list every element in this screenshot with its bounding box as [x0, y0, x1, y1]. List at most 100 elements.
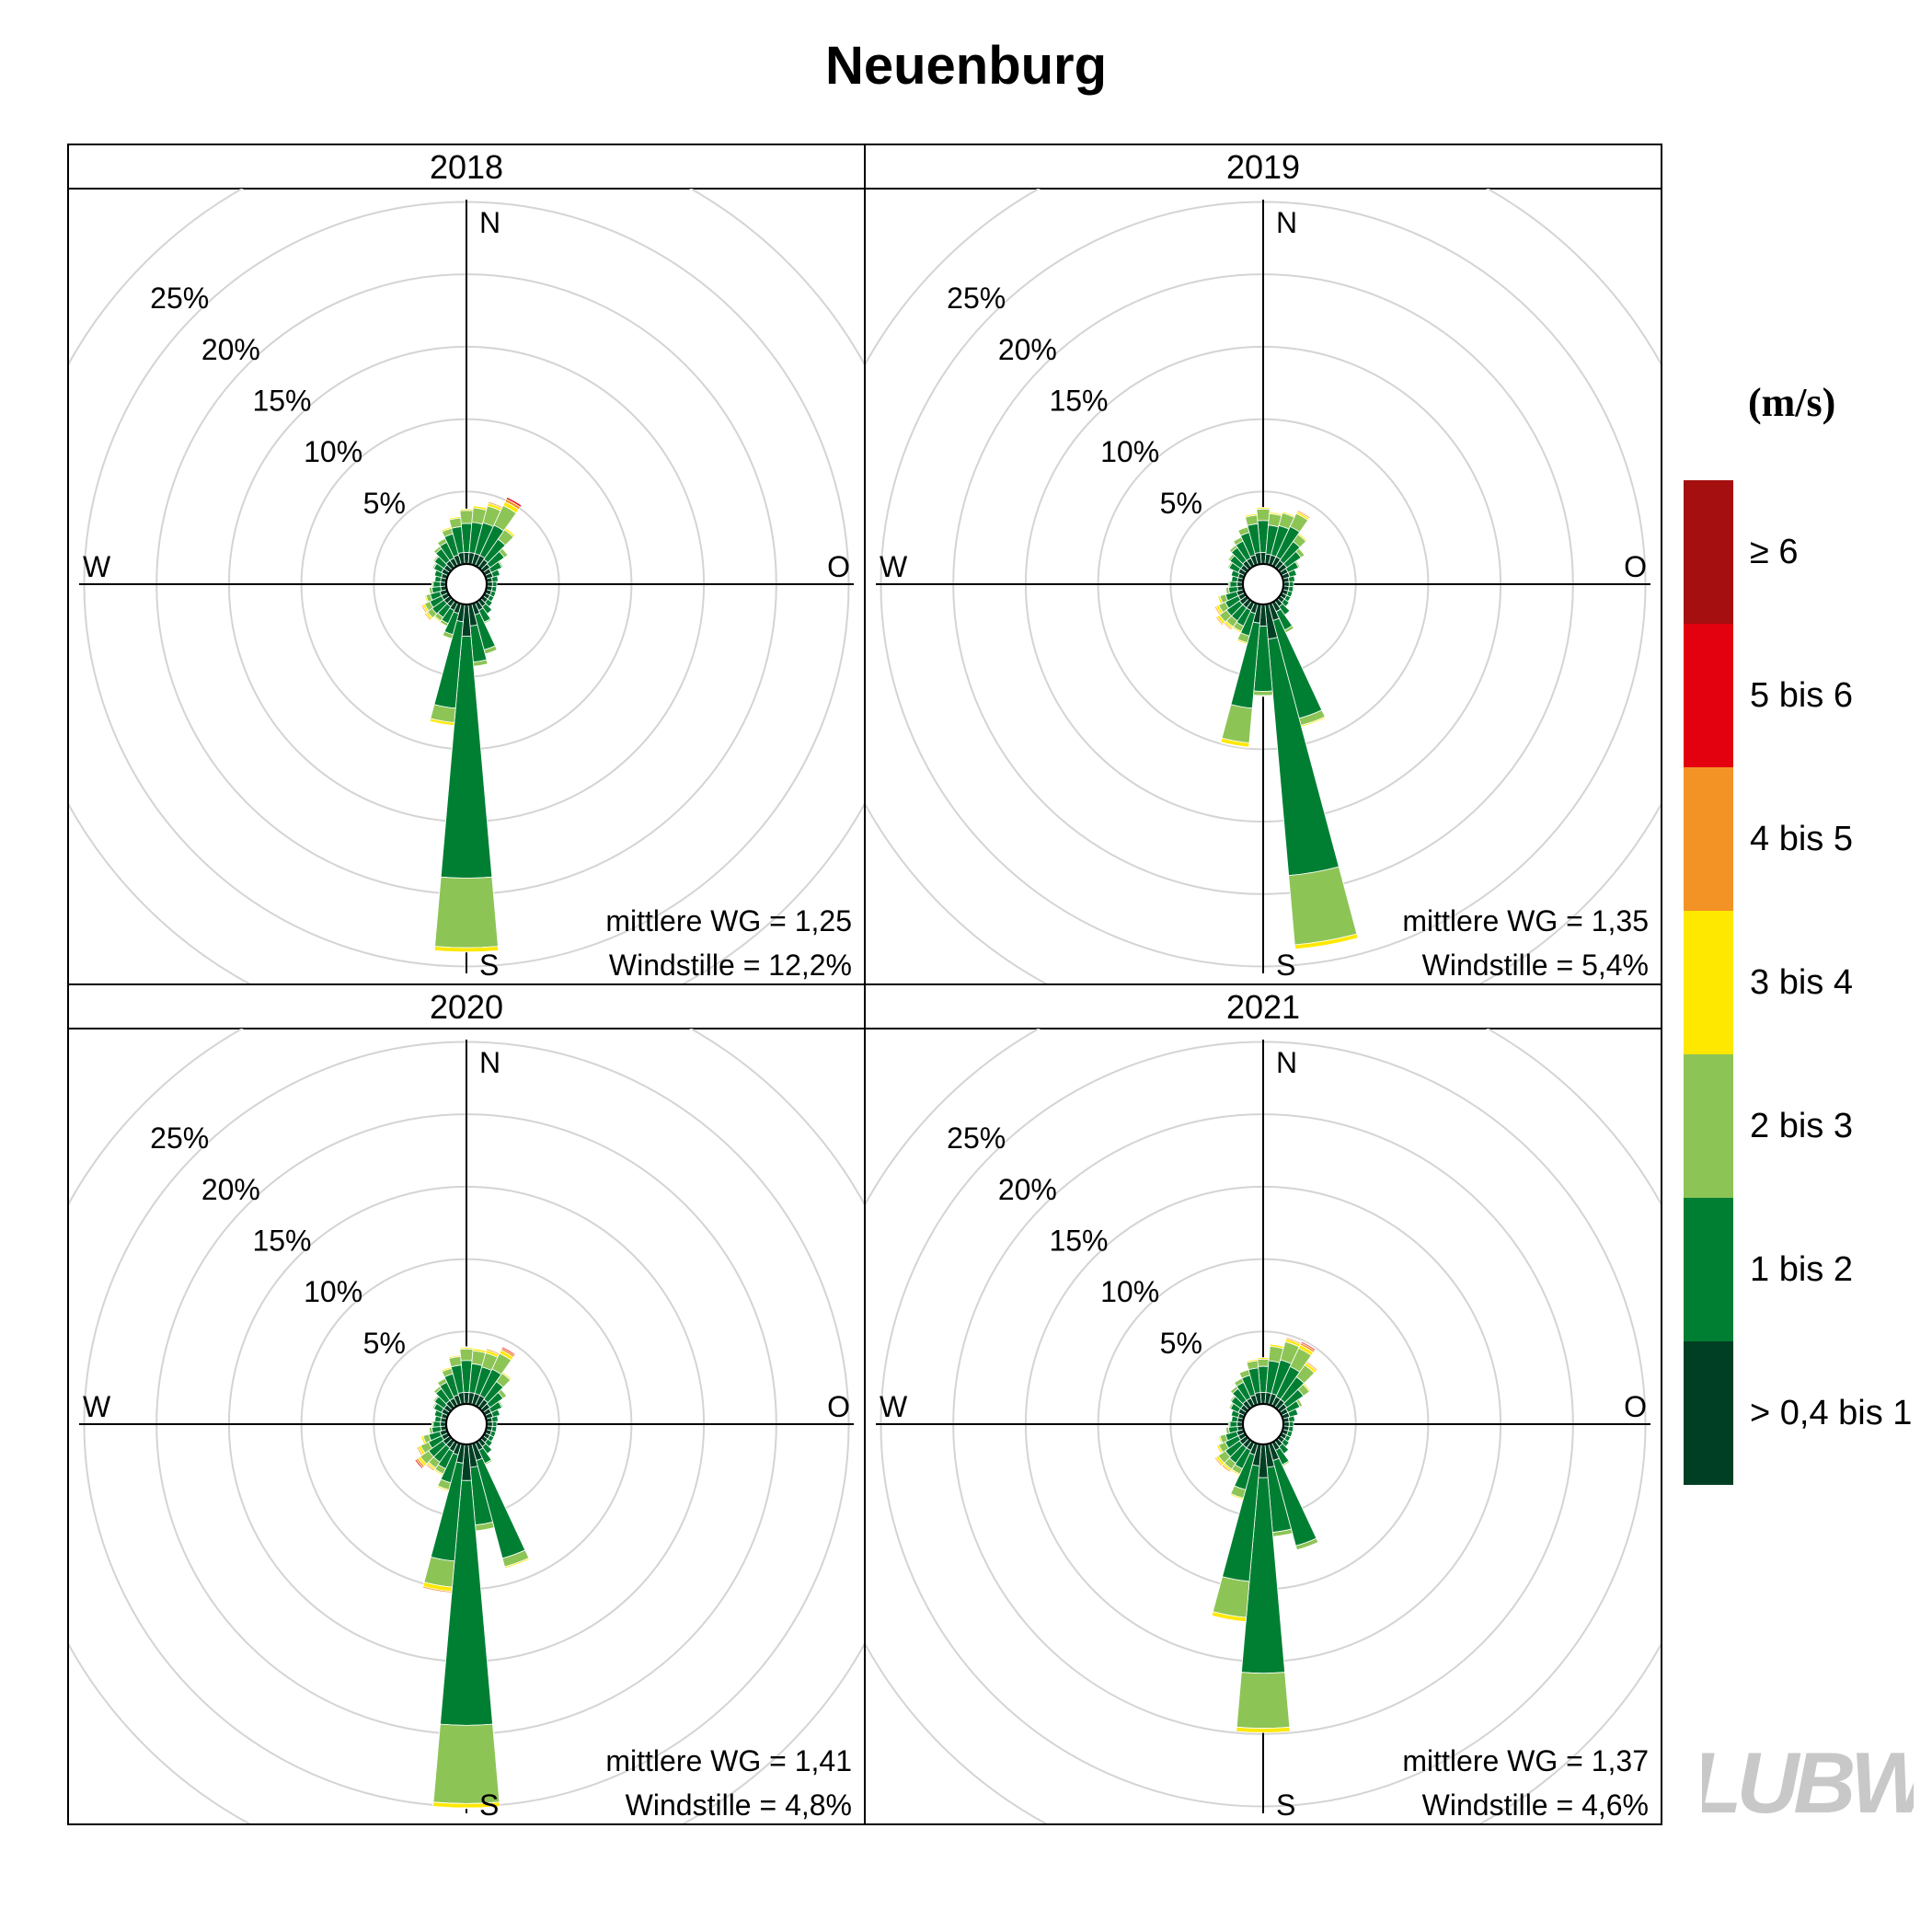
- sector-bar: [436, 1442, 462, 1493]
- sector-segment: [1297, 509, 1311, 518]
- sector-segment: [498, 560, 504, 569]
- sector-bar: [1236, 602, 1259, 645]
- panel-year-title: 2020: [430, 988, 503, 1026]
- legend-item: ≥ 6: [1684, 480, 1932, 624]
- sector-segment: [423, 594, 428, 604]
- sector-segment: [1211, 1615, 1247, 1624]
- sector-bar: [428, 1425, 448, 1435]
- sector-bar: [413, 1435, 453, 1470]
- sector-bar: [424, 1438, 455, 1473]
- sector-bar: [1277, 546, 1306, 573]
- sector-bar: [467, 603, 489, 668]
- sector-segment: [1257, 1357, 1270, 1360]
- sector-segment: [428, 1427, 431, 1435]
- sector-bar: [1236, 525, 1259, 567]
- radial-tick-label: 5%: [363, 1327, 406, 1360]
- sector-segment: [431, 1420, 434, 1428]
- sector-segment: [1256, 508, 1271, 522]
- sector-bar: [471, 1442, 531, 1570]
- mean-wind-speed-text: mittlere WG = 1,25: [605, 904, 852, 937]
- sector-segment: [432, 1806, 500, 1810]
- sector-bar: [1229, 1442, 1259, 1501]
- radial-tick-label: 25%: [150, 1121, 209, 1155]
- sector-segment: [1288, 1420, 1294, 1428]
- direction-label: W: [880, 550, 908, 583]
- sector-segment: [490, 1415, 499, 1422]
- direction-label: O: [1624, 550, 1647, 583]
- panel-border: [864, 983, 1662, 1825]
- sector-segment: [423, 1556, 455, 1588]
- sector-bar: [1220, 603, 1262, 749]
- direction-label: O: [827, 1390, 850, 1423]
- sector-bar: [474, 1440, 493, 1466]
- sector-segment: [1256, 507, 1271, 510]
- legend-swatch: [1684, 911, 1733, 1054]
- sector-bar: [1274, 532, 1308, 570]
- sector-bar: [474, 495, 523, 569]
- radial-tick-label: 10%: [1100, 435, 1159, 468]
- sector-segment: [420, 604, 427, 615]
- sector-segment: [447, 1353, 461, 1358]
- sector-segment: [505, 526, 516, 536]
- sector-bar: [480, 1388, 509, 1413]
- sector-bar: [1244, 512, 1262, 566]
- sector-segment: [1236, 638, 1248, 645]
- sector-bar: [1264, 603, 1359, 950]
- mean-wind-speed-text: mittlere WG = 1,37: [1402, 1744, 1649, 1777]
- sector-bar: [480, 546, 510, 573]
- sector-segment: [1244, 512, 1258, 518]
- sector-segment: [1227, 1420, 1231, 1428]
- sector-segment: [1220, 742, 1249, 749]
- sector-segment: [501, 1345, 517, 1355]
- sector-bar: [1282, 585, 1294, 592]
- sector-bar: [1225, 585, 1245, 595]
- sector-segment: [1217, 1435, 1222, 1445]
- sector-segment: [423, 613, 431, 622]
- sector-segment: [1236, 1726, 1291, 1733]
- legend-unit: (m/s): [1748, 380, 1836, 425]
- radial-tick-label: 20%: [998, 1173, 1057, 1206]
- radial-tick-label: 15%: [252, 384, 311, 417]
- lubw-logo: LUBW: [1702, 1737, 1914, 1829]
- legend-label: 1 bis 2: [1750, 1250, 1853, 1289]
- panel-year-title: 2018: [430, 148, 503, 186]
- direction-label: S: [479, 949, 499, 982]
- sector-bar: [431, 581, 447, 588]
- sector-bar: [436, 536, 459, 569]
- radial-tick-label: 15%: [1049, 1224, 1108, 1257]
- sector-bar: [474, 1345, 517, 1409]
- sector-segment: [415, 1446, 422, 1457]
- sector-bar: [1268, 1336, 1303, 1407]
- sector-segment: [421, 1587, 453, 1594]
- legend-label: 5 bis 6: [1750, 676, 1853, 715]
- sector-segment: [1306, 1360, 1319, 1371]
- sector-segment: [1225, 1427, 1227, 1435]
- sector-bar: [433, 604, 500, 953]
- sector-bar: [420, 592, 451, 615]
- main-title: Neuenburg: [824, 36, 1108, 96]
- sector-segment: [1227, 581, 1231, 588]
- radial-tick-label: 10%: [304, 1275, 362, 1308]
- sector-segment: [1298, 1397, 1305, 1407]
- legend-swatch: [1684, 624, 1733, 767]
- legend-label: > 0,4 bis 1: [1750, 1394, 1913, 1432]
- panel-strip: [67, 983, 866, 1029]
- sector-segment: [497, 569, 501, 576]
- sector-segment: [459, 508, 474, 512]
- sector-bar: [432, 1385, 455, 1410]
- sector-segment: [1213, 1457, 1222, 1467]
- sector-segment: [1236, 1672, 1291, 1729]
- radial-tick-label: 20%: [201, 333, 260, 366]
- sector-bar: [1256, 507, 1271, 565]
- panel-strip: [864, 144, 1662, 190]
- sector-segment: [491, 1420, 498, 1428]
- sector-segment: [429, 720, 455, 727]
- radial-tick-label: 25%: [150, 282, 209, 315]
- polar-plot-area: 5%10% 15% 20% 25% N W O S: [865, 189, 1662, 984]
- sector-segment: [501, 546, 510, 556]
- panel-year-title: 2021: [1226, 988, 1300, 1026]
- radial-tick-label: 15%: [1049, 384, 1108, 417]
- sector-bar: [485, 575, 499, 583]
